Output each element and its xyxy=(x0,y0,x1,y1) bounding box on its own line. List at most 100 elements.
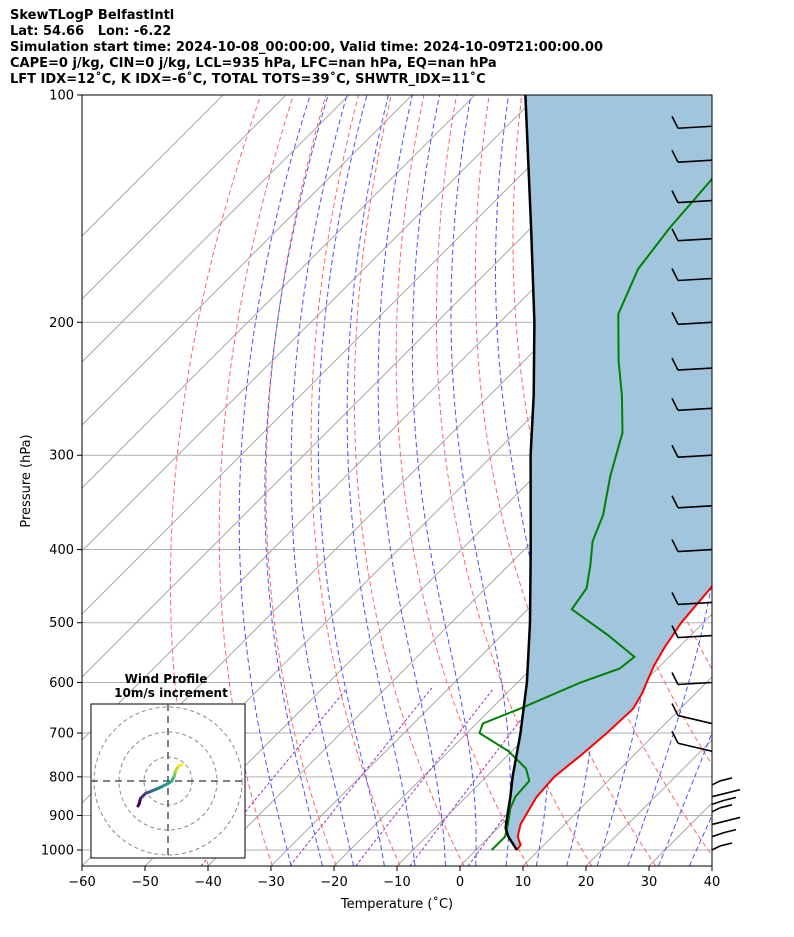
wind-barb-flag xyxy=(719,777,733,782)
moist-adiabat xyxy=(411,95,477,866)
wind-barb xyxy=(677,159,713,164)
x-tick-label: 40 xyxy=(704,875,721,890)
inset-subtitle: 10m/s increment xyxy=(114,686,228,700)
wind-barb-flag xyxy=(671,149,679,163)
wind-barb-flag xyxy=(671,190,679,203)
dry-adiabat xyxy=(218,95,294,866)
y-axis-title: Pressure (hPa) xyxy=(19,434,34,527)
moist-adiabat xyxy=(377,95,446,866)
y-tick-label: 900 xyxy=(49,809,74,824)
wind-barb-flag xyxy=(719,804,733,809)
moist-adiabat xyxy=(450,95,511,866)
wind-barb xyxy=(677,277,713,282)
dewpoint-line xyxy=(478,177,712,851)
wind-barb-flag xyxy=(671,539,679,552)
mixing-ratio-line xyxy=(355,687,495,866)
isotherm xyxy=(82,95,287,300)
moist-adiabat xyxy=(317,95,385,866)
stability-info: CAPE=0 j/kg, CIN=0 j/kg, LCL=935 hPa, LF… xyxy=(10,56,497,71)
moist-adiabat xyxy=(346,95,416,866)
wind-barb xyxy=(711,831,725,838)
chart-title: SkewTLogP BelfastIntl xyxy=(10,8,175,23)
wind-barb-flag xyxy=(671,311,679,325)
wind-barb xyxy=(711,780,721,786)
moist-adiabat xyxy=(495,95,551,866)
hodograph-segment xyxy=(177,763,184,768)
wind-barb xyxy=(677,454,713,459)
mixing-ratio-line xyxy=(289,687,433,866)
x-tick-label: 30 xyxy=(641,875,658,890)
wind-barb xyxy=(677,504,713,509)
mixing-ratio-line xyxy=(409,687,546,866)
x-tick-label: −20 xyxy=(320,875,347,890)
wind-barb-flag xyxy=(671,703,679,716)
index-info: LFT IDX=12˚C, K IDX=-6˚C, TOTAL TOTS=39˚… xyxy=(10,72,486,87)
wind-barb-flag xyxy=(671,397,679,411)
moist-adiabat xyxy=(238,95,311,866)
x-axis-title: Temperature (˚C) xyxy=(340,896,453,912)
dry-adiabat xyxy=(718,95,794,866)
moist-adiabat xyxy=(627,95,712,866)
wind-barb-flag xyxy=(671,444,679,458)
wind-barb xyxy=(677,367,713,371)
wind-barb xyxy=(677,321,713,326)
parcel-line xyxy=(504,95,536,851)
wind-barb xyxy=(711,791,729,798)
wind-barb-flag xyxy=(671,672,679,685)
wind-barb xyxy=(677,548,713,553)
wind-barb xyxy=(677,237,713,242)
chart-header: SkewTLogP BelfastIntl Lat: 54.66 Lon: -6… xyxy=(10,8,780,88)
location-info: Lat: 54.66 Lon: -6.22 xyxy=(10,24,172,39)
y-tick-label: 1000 xyxy=(41,844,74,859)
y-tick-label: 800 xyxy=(49,770,74,785)
x-tick-label: −10 xyxy=(383,875,410,890)
wind-barb-flag xyxy=(671,730,679,744)
dry-adiabat xyxy=(512,95,712,857)
wind-barb xyxy=(677,634,713,639)
moist-adiabat xyxy=(290,95,354,866)
wind-barb-flag xyxy=(671,115,679,129)
wind-barb xyxy=(677,681,713,686)
isotherm xyxy=(82,95,413,426)
wind-barb-flag xyxy=(727,816,741,822)
x-tick-label: −60 xyxy=(68,875,95,890)
x-tick-label: −30 xyxy=(257,875,284,890)
moist-adiabat xyxy=(264,95,329,866)
wind-barb-flag xyxy=(727,788,741,794)
dry-adiabat xyxy=(750,95,794,866)
dry-adiabat xyxy=(169,95,262,866)
dry-adiabat xyxy=(265,95,337,866)
x-tick-label: 0 xyxy=(456,875,464,890)
moist-adiabat xyxy=(658,731,712,866)
temperature-line xyxy=(516,584,712,851)
wind-barb-flag xyxy=(719,842,733,847)
y-tick-label: 100 xyxy=(49,89,74,104)
wind-barbs xyxy=(671,115,741,851)
wind-barb-flag xyxy=(671,625,679,638)
wind-barb-flag xyxy=(671,357,679,371)
isotherm xyxy=(82,95,539,552)
axes: −60 −50 −40 −30 −20 −10 0 10 20 30 40 1000 900 800 700… xyxy=(41,89,720,891)
isotherm xyxy=(333,487,712,866)
y-tick-label: 300 xyxy=(49,449,74,464)
isotherm xyxy=(775,95,794,866)
wind-barb xyxy=(677,601,713,606)
dry-adiabat xyxy=(395,95,529,866)
y-tick-label: 600 xyxy=(49,676,74,691)
wind-barb xyxy=(677,125,713,130)
wind-barb-flag xyxy=(671,228,679,242)
x-tick-label: 10 xyxy=(515,875,532,890)
dry-adiabat xyxy=(353,95,465,866)
wind-barb xyxy=(677,742,713,753)
wind-barb-flag xyxy=(723,828,737,834)
isotherm xyxy=(711,865,712,866)
wind-barb xyxy=(677,714,713,725)
wind-barb-flag xyxy=(671,268,679,281)
cin-shading xyxy=(505,95,712,850)
y-tick-label: 200 xyxy=(49,316,74,331)
plot-area xyxy=(82,95,794,866)
wind-barb xyxy=(711,819,729,826)
isotherm xyxy=(82,95,476,489)
